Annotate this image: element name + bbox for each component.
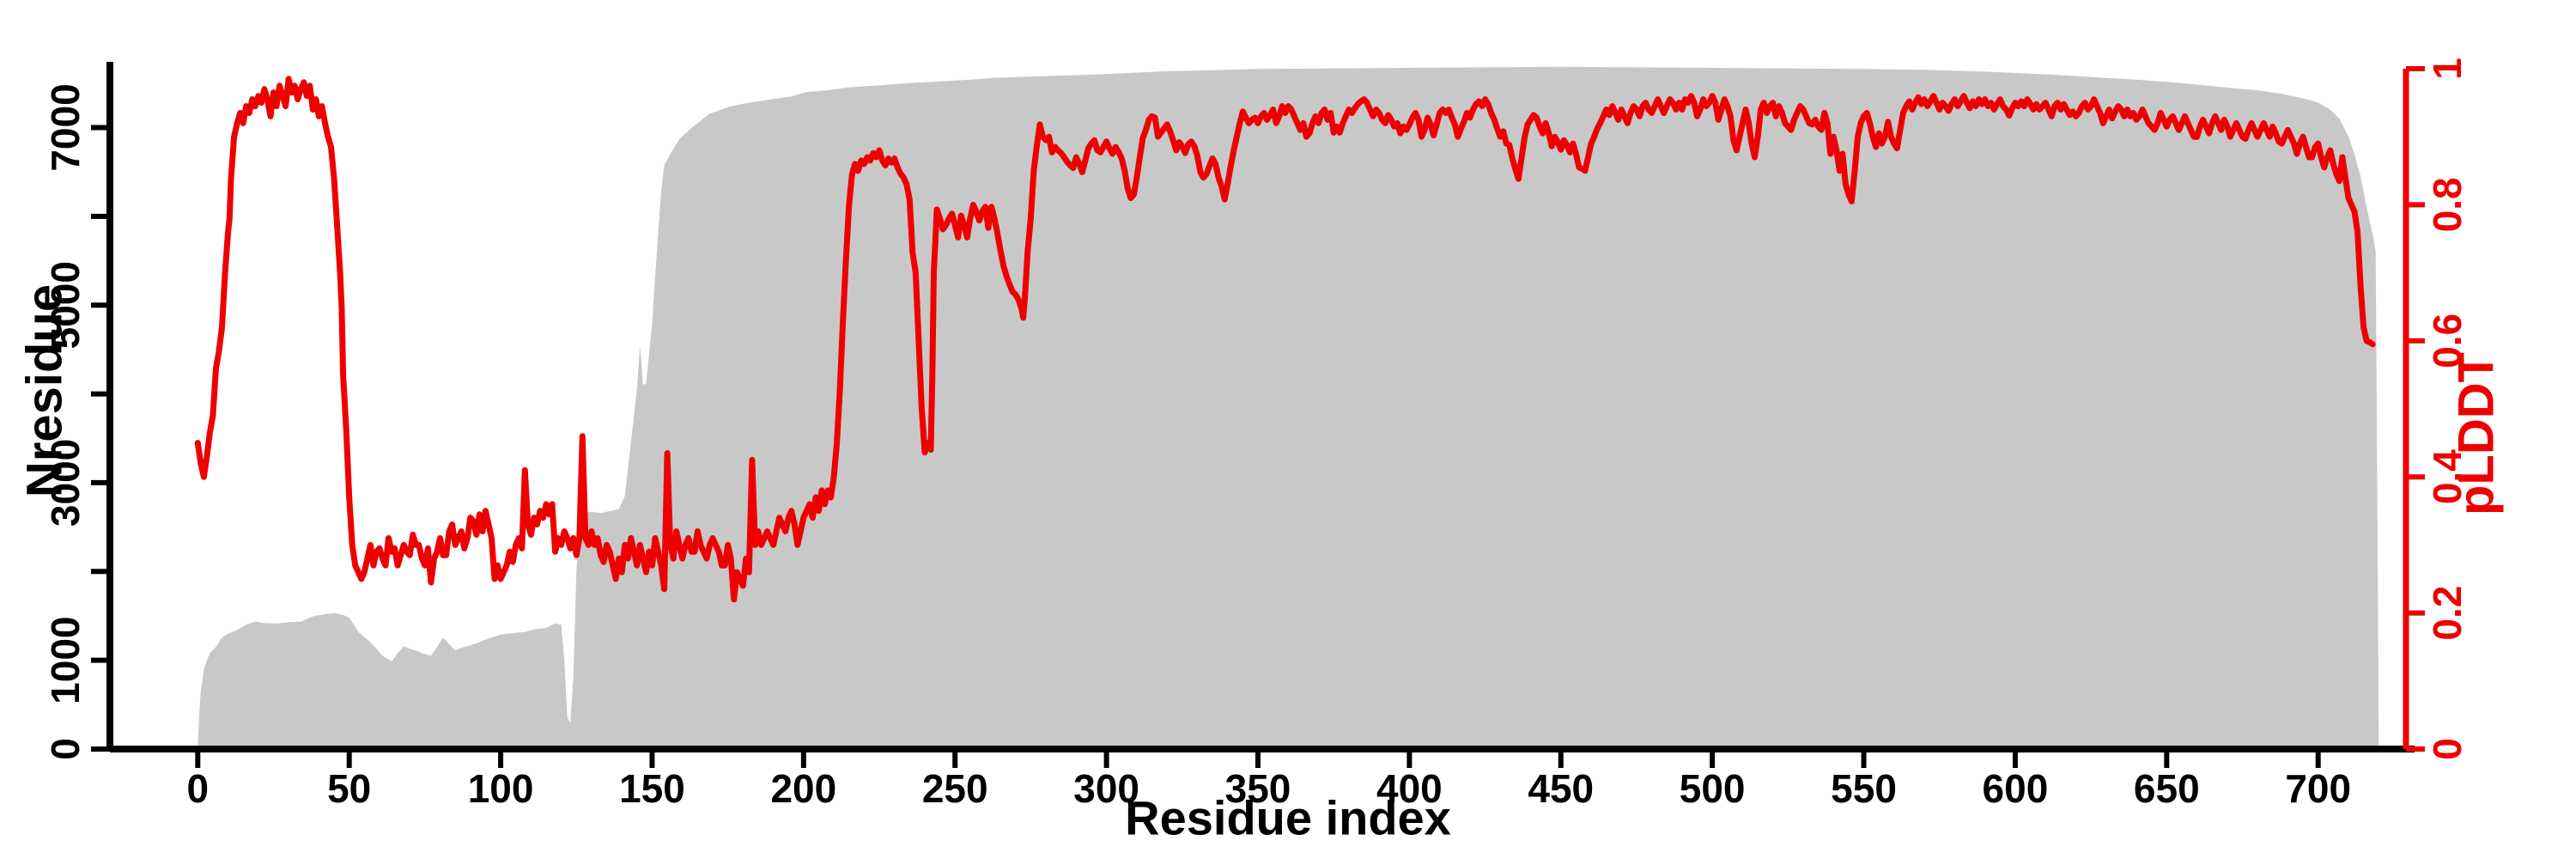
y-right-tick-label: 0.6 bbox=[2425, 314, 2470, 369]
x-tick-label: 0 bbox=[187, 766, 210, 811]
x-tick-label: 650 bbox=[2134, 766, 2200, 811]
x-axis-title: Residue index bbox=[1125, 790, 1451, 845]
y-right-tick-label: 1 bbox=[2425, 58, 2470, 80]
x-tick-label: 100 bbox=[468, 766, 534, 811]
x-tick-label: 400 bbox=[1376, 766, 1443, 811]
y-left-tick-label: 0 bbox=[43, 738, 88, 760]
y-left-tick-label: 7000 bbox=[43, 83, 88, 171]
y-left-tick-label: 3000 bbox=[43, 439, 88, 527]
x-tick-label: 200 bbox=[770, 766, 836, 811]
y-left-tick-label: 5000 bbox=[43, 261, 88, 349]
x-tick-label: 50 bbox=[327, 766, 371, 811]
plddt-line bbox=[194, 76, 2376, 603]
y-axis-left-title: Nresidue bbox=[16, 283, 73, 498]
x-tick-label: 700 bbox=[2285, 766, 2351, 811]
y-right-tick-label: 0.8 bbox=[2425, 177, 2470, 232]
y-right-tick-label: 0 bbox=[2425, 738, 2470, 760]
x-tick-label: 250 bbox=[922, 766, 988, 811]
y-left-tick-label: 1000 bbox=[43, 616, 88, 704]
x-tick-label: 500 bbox=[1680, 766, 1746, 811]
x-tick-label: 550 bbox=[1831, 766, 1897, 811]
y-axis-right-title: pLDDT bbox=[2448, 351, 2505, 516]
y-right-tick-label: 0.2 bbox=[2425, 586, 2470, 641]
x-tick-label: 350 bbox=[1225, 766, 1291, 811]
y-right-tick-label: 0.4 bbox=[2425, 449, 2470, 504]
x-tick-label: 600 bbox=[1983, 766, 2049, 811]
nresidue-area bbox=[197, 66, 2379, 749]
x-tick-label: 450 bbox=[1528, 766, 1594, 811]
x-tick-label: 150 bbox=[619, 766, 685, 811]
x-tick-label: 300 bbox=[1073, 766, 1139, 811]
